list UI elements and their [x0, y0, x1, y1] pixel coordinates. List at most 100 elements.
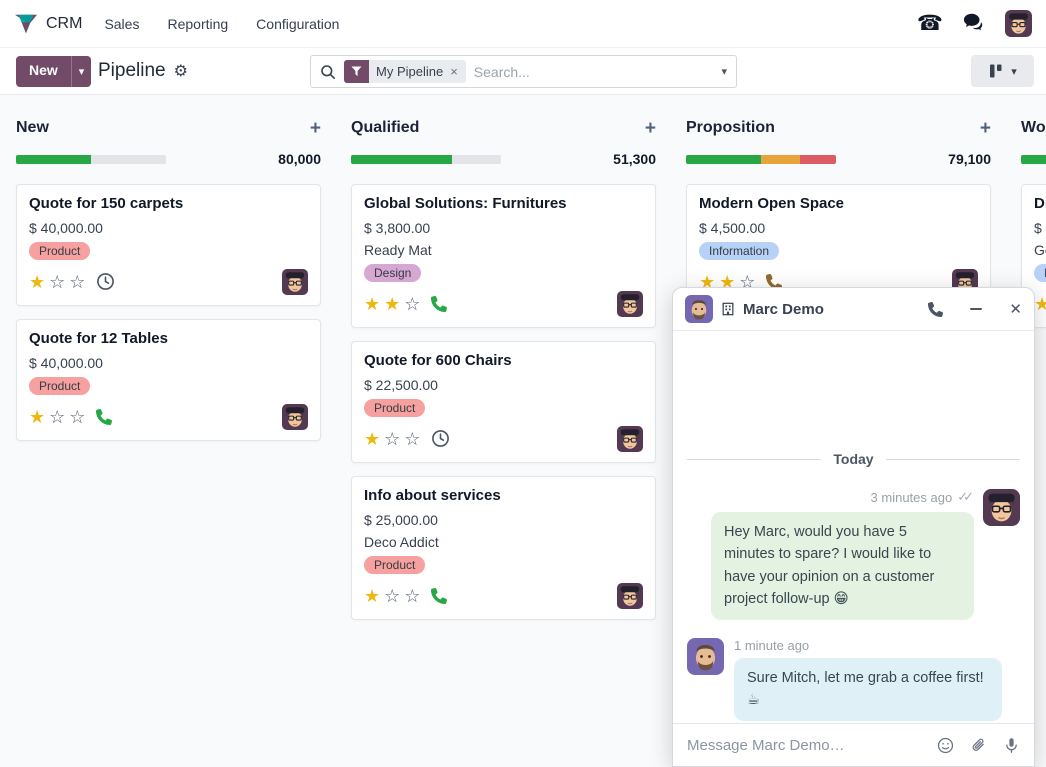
- voip-phone-icon[interactable]: ☎: [916, 12, 943, 35]
- settings-gear-icon[interactable]: ⚙: [173, 63, 188, 80]
- message-bubble: Hey Marc, would you have 5 minutes to sp…: [711, 512, 974, 620]
- salesperson-avatar[interactable]: [617, 291, 643, 317]
- breadcrumb: Pipeline ⚙: [98, 60, 188, 82]
- attachment-icon[interactable]: [970, 737, 987, 754]
- priority-stars[interactable]: ★☆☆: [364, 428, 421, 449]
- app-brand[interactable]: CRM: [14, 13, 82, 35]
- card-tag: Information: [1034, 264, 1046, 282]
- menu-configuration[interactable]: Configuration: [256, 15, 340, 32]
- priority-stars[interactable]: ★ ★ ☆: [364, 293, 421, 314]
- kanban-card[interactable]: Info about services $ 25,000.00 Deco Add…: [351, 476, 656, 620]
- kanban-column-new: New + 80,000 Quote for 150 carpets $ 40,…: [16, 115, 321, 767]
- priority-stars[interactable]: ★☆☆: [1034, 293, 1046, 314]
- card-title: Di: [1034, 195, 1046, 212]
- column-progress-bar[interactable]: [351, 154, 501, 164]
- chat-composer: [673, 723, 1034, 766]
- card-amount: $ 4,500.00: [699, 220, 766, 236]
- salesperson-avatar[interactable]: [282, 269, 308, 295]
- card-amount: $ 40,000.00: [29, 220, 103, 236]
- priority-stars[interactable]: ★☆☆: [29, 271, 86, 292]
- activity-clock-icon[interactable]: [431, 429, 450, 448]
- add-record-icon[interactable]: +: [309, 117, 321, 139]
- add-record-icon[interactable]: +: [979, 117, 991, 139]
- user-avatar[interactable]: [1005, 10, 1032, 37]
- navbar-right: ☎: [917, 10, 1032, 37]
- filter-icon: [344, 60, 369, 83]
- priority-stars[interactable]: ★☆☆: [364, 585, 421, 606]
- new-button-group: New ▾: [16, 56, 92, 87]
- emoji-icon[interactable]: [937, 737, 954, 754]
- new-button[interactable]: New: [29, 62, 58, 78]
- search-bar[interactable]: My Pipeline × ▾: [310, 55, 737, 88]
- salesperson-avatar[interactable]: [282, 404, 308, 430]
- view-switcher-caret: ▾: [1011, 65, 1017, 78]
- chat-close-icon[interactable]: ✕: [1009, 301, 1022, 318]
- facet-remove-icon[interactable]: ×: [450, 64, 458, 79]
- chat-message-list[interactable]: Today 3 minutes ago ✓✓ Hey Marc, would y…: [673, 331, 1034, 723]
- card-title: Quote for 12 Tables: [29, 330, 168, 347]
- view-switcher-button[interactable]: ▾: [971, 55, 1034, 87]
- message-input[interactable]: [687, 736, 921, 754]
- card-tag: Product: [364, 399, 426, 417]
- chat-call-icon[interactable]: [928, 302, 943, 317]
- card-partner: Ready Mat: [364, 242, 432, 258]
- card-title: Quote for 150 carpets: [29, 195, 184, 212]
- chat-header[interactable]: Marc Demo ✕: [673, 288, 1034, 331]
- message-bubble: Sure Mitch, let me grab a coffee first! …: [734, 657, 1002, 721]
- column-title: Proposition: [686, 119, 775, 136]
- search-icon: [320, 64, 336, 80]
- message-author-avatar[interactable]: [687, 638, 724, 675]
- card-tag: Product: [364, 556, 426, 574]
- card-tag: Design: [364, 264, 422, 282]
- message-time: 3 minutes ago: [870, 489, 953, 505]
- card-amount: $ 1: [1034, 220, 1046, 236]
- kanban-card[interactable]: Quote for 12 Tables $ 40,000.00 Product …: [16, 319, 321, 441]
- seen-checkmarks-icon: ✓✓: [957, 489, 974, 504]
- new-dropdown-caret[interactable]: ▾: [70, 56, 92, 87]
- day-divider: Today: [687, 451, 1021, 467]
- activity-phone-icon[interactable]: [431, 588, 447, 604]
- card-tag: Product: [29, 377, 91, 395]
- activity-clock-icon[interactable]: [96, 272, 115, 291]
- filter-facet: My Pipeline ×: [344, 60, 466, 83]
- control-panel: New ▾ Pipeline ⚙ My Pipeline × ▾ ▾: [0, 48, 1046, 95]
- card-amount: $ 22,500.00: [364, 377, 438, 393]
- column-progress-bar[interactable]: [686, 154, 836, 164]
- message-outgoing: 3 minutes ago ✓✓ Hey Marc, would you hav…: [687, 489, 1020, 620]
- card-amount: $ 3,800.00: [364, 220, 431, 236]
- card-tag: Product: [29, 242, 91, 260]
- activity-phone-icon[interactable]: [431, 296, 447, 312]
- messages-icon[interactable]: [963, 11, 985, 37]
- day-divider-label: Today: [833, 451, 874, 467]
- kanban-card[interactable]: Quote for 600 Chairs $ 22,500.00 Product…: [351, 341, 656, 463]
- chat-partner-avatar: [685, 295, 713, 323]
- priority-stars[interactable]: ★ ★ ☆: [699, 271, 756, 292]
- message-incoming: 1 minute ago Sure Mitch, let me grab a c…: [687, 637, 1020, 721]
- card-tag: Information: [699, 242, 780, 260]
- column-amount: 80,000: [278, 151, 321, 167]
- main-menu: Sales Reporting Configuration: [104, 16, 339, 32]
- salesperson-avatar[interactable]: [617, 426, 643, 452]
- page-title: Pipeline: [98, 60, 166, 81]
- kanban-card[interactable]: Global Solutions: Furnitures $ 3,800.00 …: [351, 184, 656, 328]
- salesperson-avatar[interactable]: [617, 583, 643, 609]
- column-progress-bar[interactable]: [16, 154, 166, 164]
- search-input[interactable]: [473, 63, 714, 80]
- add-record-icon[interactable]: +: [644, 117, 656, 139]
- card-amount: $ 25,000.00: [364, 512, 438, 528]
- column-amount: 51,300: [613, 151, 656, 167]
- app-name: CRM: [46, 14, 83, 32]
- chat-window: Marc Demo ✕ Today 3 minutes ago ✓✓ Hey M…: [672, 287, 1035, 767]
- activity-phone-icon[interactable]: [96, 409, 112, 425]
- message-author-avatar[interactable]: [983, 489, 1020, 526]
- microphone-icon[interactable]: [1003, 737, 1020, 754]
- menu-reporting[interactable]: Reporting: [167, 15, 229, 32]
- priority-stars[interactable]: ★☆☆: [29, 406, 86, 427]
- kanban-card[interactable]: Quote for 150 carpets $ 40,000.00 Produc…: [16, 184, 321, 306]
- column-progress-bar[interactable]: [1021, 154, 1046, 164]
- menu-sales[interactable]: Sales: [104, 15, 140, 32]
- search-dropdown-caret[interactable]: ▾: [721, 66, 727, 78]
- card-amount: $ 40,000.00: [29, 355, 103, 371]
- chat-minimize-icon[interactable]: [970, 307, 983, 311]
- filter-facet-label: My Pipeline: [376, 64, 444, 79]
